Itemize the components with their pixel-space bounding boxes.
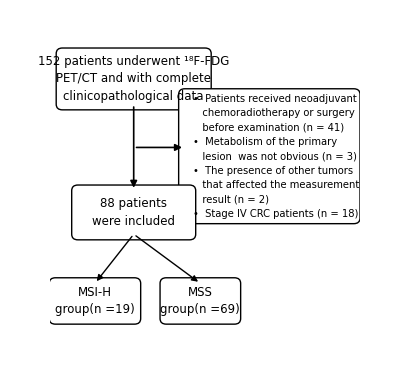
- Text: 152 patients underwent ¹⁸F-FDG
PET/CT and with complete
clinicopathological data: 152 patients underwent ¹⁸F-FDG PET/CT an…: [38, 55, 229, 103]
- FancyBboxPatch shape: [56, 48, 211, 110]
- Text: •  Patients received neoadjuvant
   chemoradiotherapy or surgery
   before exami: • Patients received neoadjuvant chemorad…: [193, 93, 359, 219]
- FancyBboxPatch shape: [72, 185, 196, 240]
- FancyBboxPatch shape: [179, 89, 360, 224]
- Text: MSS
group(n =69): MSS group(n =69): [160, 286, 240, 316]
- Text: MSI-H
group(n =19): MSI-H group(n =19): [55, 286, 135, 316]
- Text: 88 patients
were included: 88 patients were included: [92, 197, 175, 228]
- FancyBboxPatch shape: [160, 278, 241, 324]
- FancyBboxPatch shape: [49, 278, 141, 324]
